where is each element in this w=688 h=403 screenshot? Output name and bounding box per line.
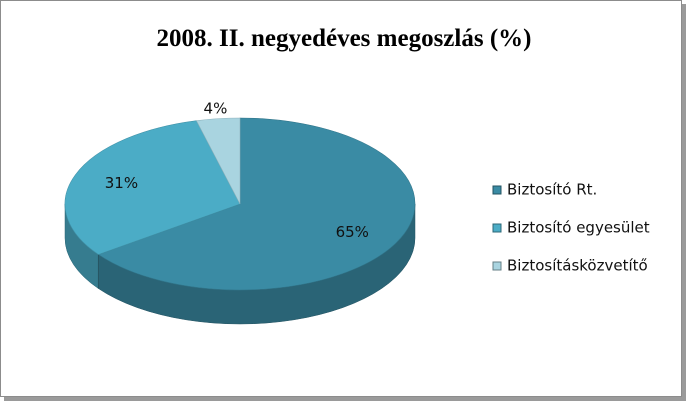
legend-label: Biztosító egyesület [507,219,650,237]
data-label: 31% [105,174,138,192]
data-label: 4% [204,99,228,117]
legend-item: Biztosításközvetítő [492,257,648,275]
slice: 65% [97,117,416,325]
slice-top [64,120,241,255]
slice: 31% [64,120,241,290]
legend-item: Biztosító egyesület [492,219,650,237]
slice-top [196,117,241,205]
slice-top [97,117,416,291]
legend-item: Biztosító Rt. [492,181,597,199]
legend-label: Biztosító Rt. [507,181,597,199]
slice: 4% [196,99,241,205]
chart-title: 2008. II. negyedéves megoszlás (%) [157,25,532,52]
legend-swatch [492,223,502,233]
legend-swatch [492,261,502,271]
legend-label: Biztosításközvetítő [507,257,648,275]
legend-swatch [492,185,502,195]
data-label: 65% [336,223,369,241]
